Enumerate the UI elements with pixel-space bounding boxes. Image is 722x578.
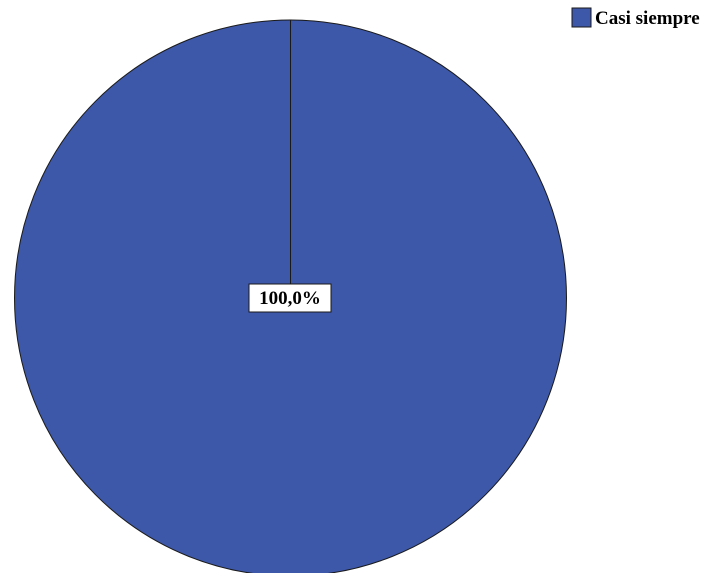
data-label-0: 100,0%	[248, 283, 332, 313]
data-label-text: 100,0%	[259, 288, 321, 309]
legend-swatch	[571, 7, 592, 28]
legend-entry-0: Casi siempre	[571, 7, 700, 29]
legend-label: Casi siempre	[595, 8, 700, 29]
data-label-box	[248, 283, 332, 313]
